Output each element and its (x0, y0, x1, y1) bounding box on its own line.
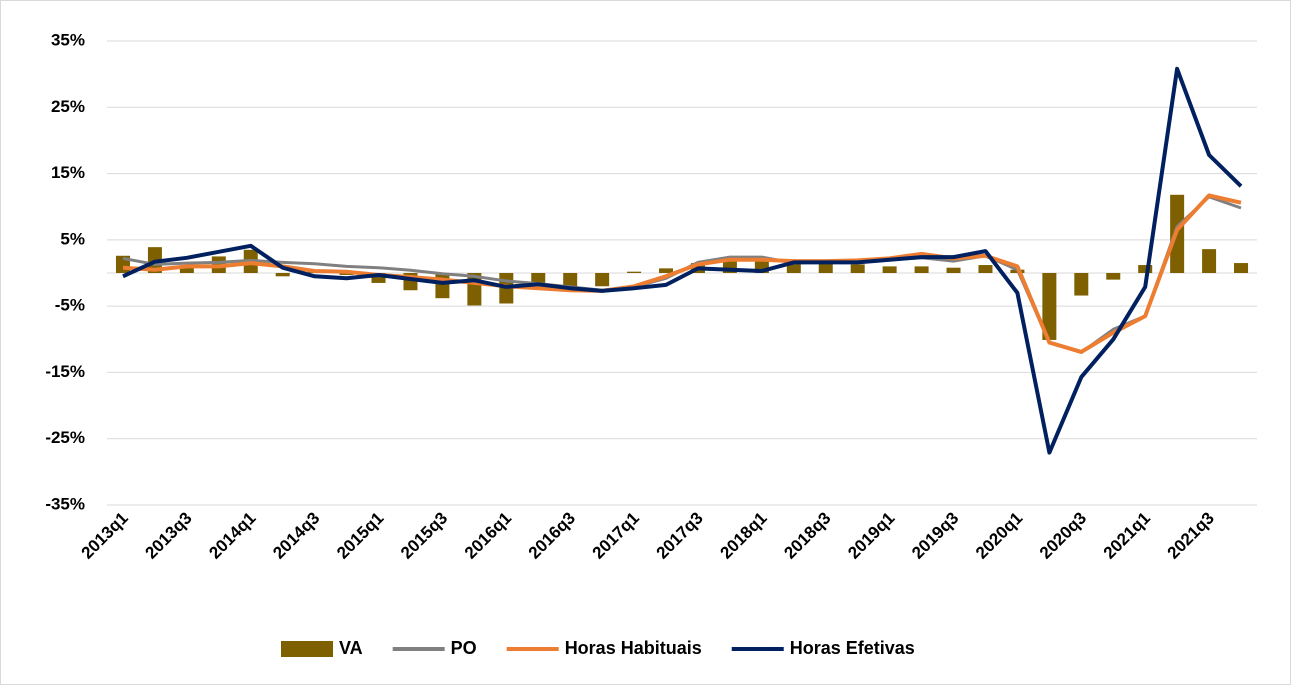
y-tick-label: 15% (51, 163, 85, 182)
bar (371, 273, 386, 283)
y-tick-label: -35% (45, 494, 85, 513)
y-tick-label: -25% (45, 428, 85, 447)
bar (882, 266, 897, 273)
y-tick-label: 25% (51, 97, 85, 116)
y-tick-label: -15% (45, 362, 85, 381)
bar (1138, 265, 1153, 273)
y-tick-label: 5% (60, 229, 85, 248)
bar (1074, 273, 1089, 296)
bar (914, 266, 929, 273)
bar (946, 267, 961, 273)
bar (1106, 273, 1121, 280)
bar (1234, 263, 1249, 273)
legend: VA PO Horas Habituais Horas Efetivas (281, 638, 915, 658)
legend-label: Horas Efetivas (790, 638, 915, 658)
legend-label: Horas Habituais (565, 638, 702, 658)
bar (786, 263, 801, 273)
bar (179, 266, 194, 273)
bar (722, 261, 737, 273)
bar (563, 273, 578, 288)
line (122, 66, 1243, 455)
bar (818, 263, 833, 273)
y-tick-label: 35% (51, 30, 85, 49)
bar (1042, 273, 1057, 340)
legend-swatch (281, 641, 333, 657)
bar (659, 268, 674, 273)
bar (595, 273, 610, 287)
bar (275, 273, 290, 277)
bar (627, 271, 642, 273)
line (122, 193, 1242, 354)
legend-label: PO (451, 638, 477, 658)
bar (1202, 249, 1217, 273)
legend-label: VA (339, 638, 363, 658)
bar (850, 264, 865, 273)
bar (435, 273, 450, 299)
bar (978, 265, 993, 273)
bar (754, 261, 769, 273)
y-tick-label: -5% (55, 296, 85, 315)
bar (339, 273, 354, 275)
